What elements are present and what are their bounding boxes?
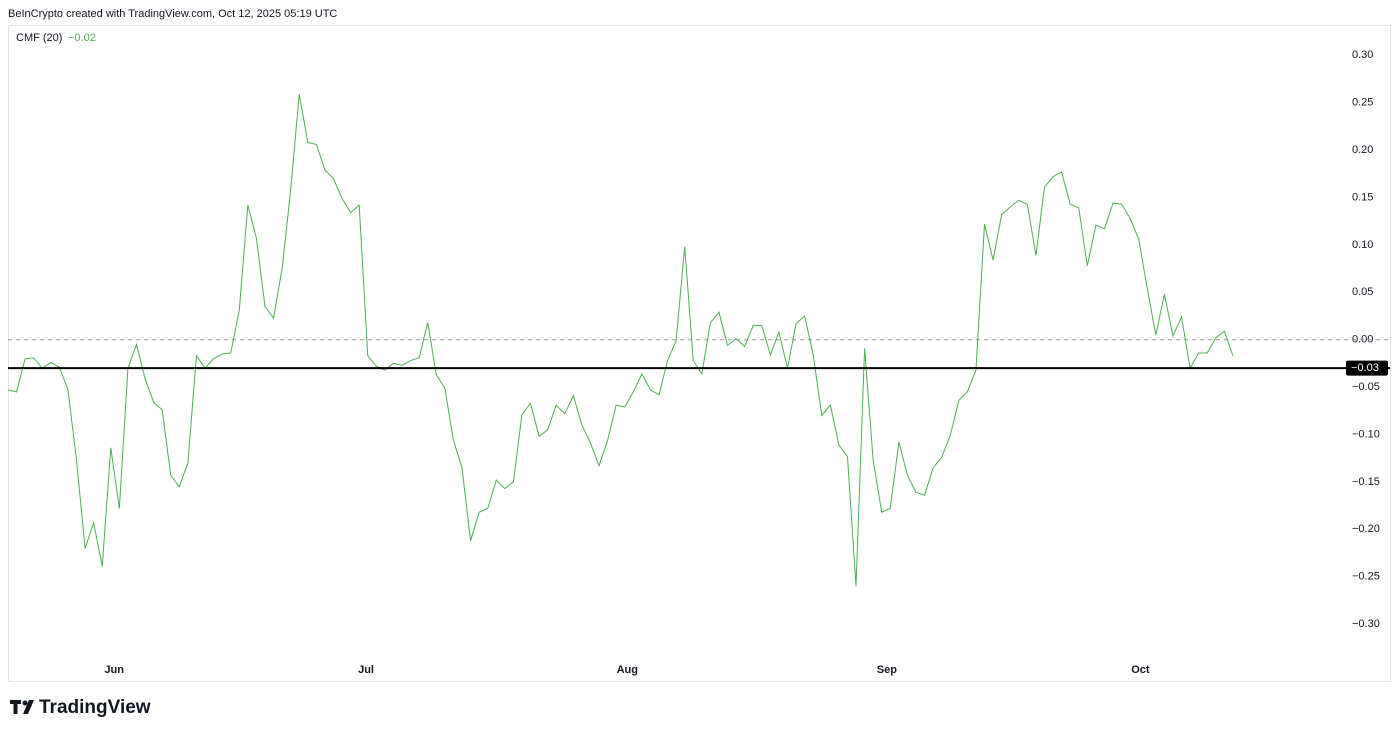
y-tick-label: −0.15 <box>1352 476 1380 488</box>
x-tick-label: Oct <box>1131 664 1150 676</box>
y-tick-label: −0.05 <box>1352 381 1380 393</box>
y-tick-label: −0.10 <box>1352 428 1380 440</box>
x-tick-label: Jul <box>358 664 374 676</box>
y-tick-label: 0.05 <box>1352 286 1373 298</box>
level-label: −0.03 <box>1351 362 1379 374</box>
brand-logo <box>10 700 34 714</box>
cmf-line <box>7 94 1234 587</box>
level-label-box <box>1346 360 1388 376</box>
y-tick-label: 0.15 <box>1352 191 1373 203</box>
y-tick-label: −0.20 <box>1352 523 1380 535</box>
x-tick-label: Jun <box>104 664 124 676</box>
brand: TradingView <box>39 697 151 718</box>
attribution: BeInCrypto created with TradingView.com,… <box>8 8 337 20</box>
y-tick-label: 0.25 <box>1352 97 1373 109</box>
legend-value: −0.02 <box>68 32 96 44</box>
y-tick-label: −0.25 <box>1352 571 1380 583</box>
y-tick-label: −0.30 <box>1352 618 1380 630</box>
y-tick-label: 0.20 <box>1352 144 1373 156</box>
y-tick-label: 0.10 <box>1352 239 1373 251</box>
x-tick-label: Aug <box>617 664 638 676</box>
y-tick-label: 0.30 <box>1352 49 1373 61</box>
plot-frame <box>8 25 1391 682</box>
x-tick-label: Sep <box>877 664 897 676</box>
legend-name: CMF (20) <box>16 32 62 44</box>
